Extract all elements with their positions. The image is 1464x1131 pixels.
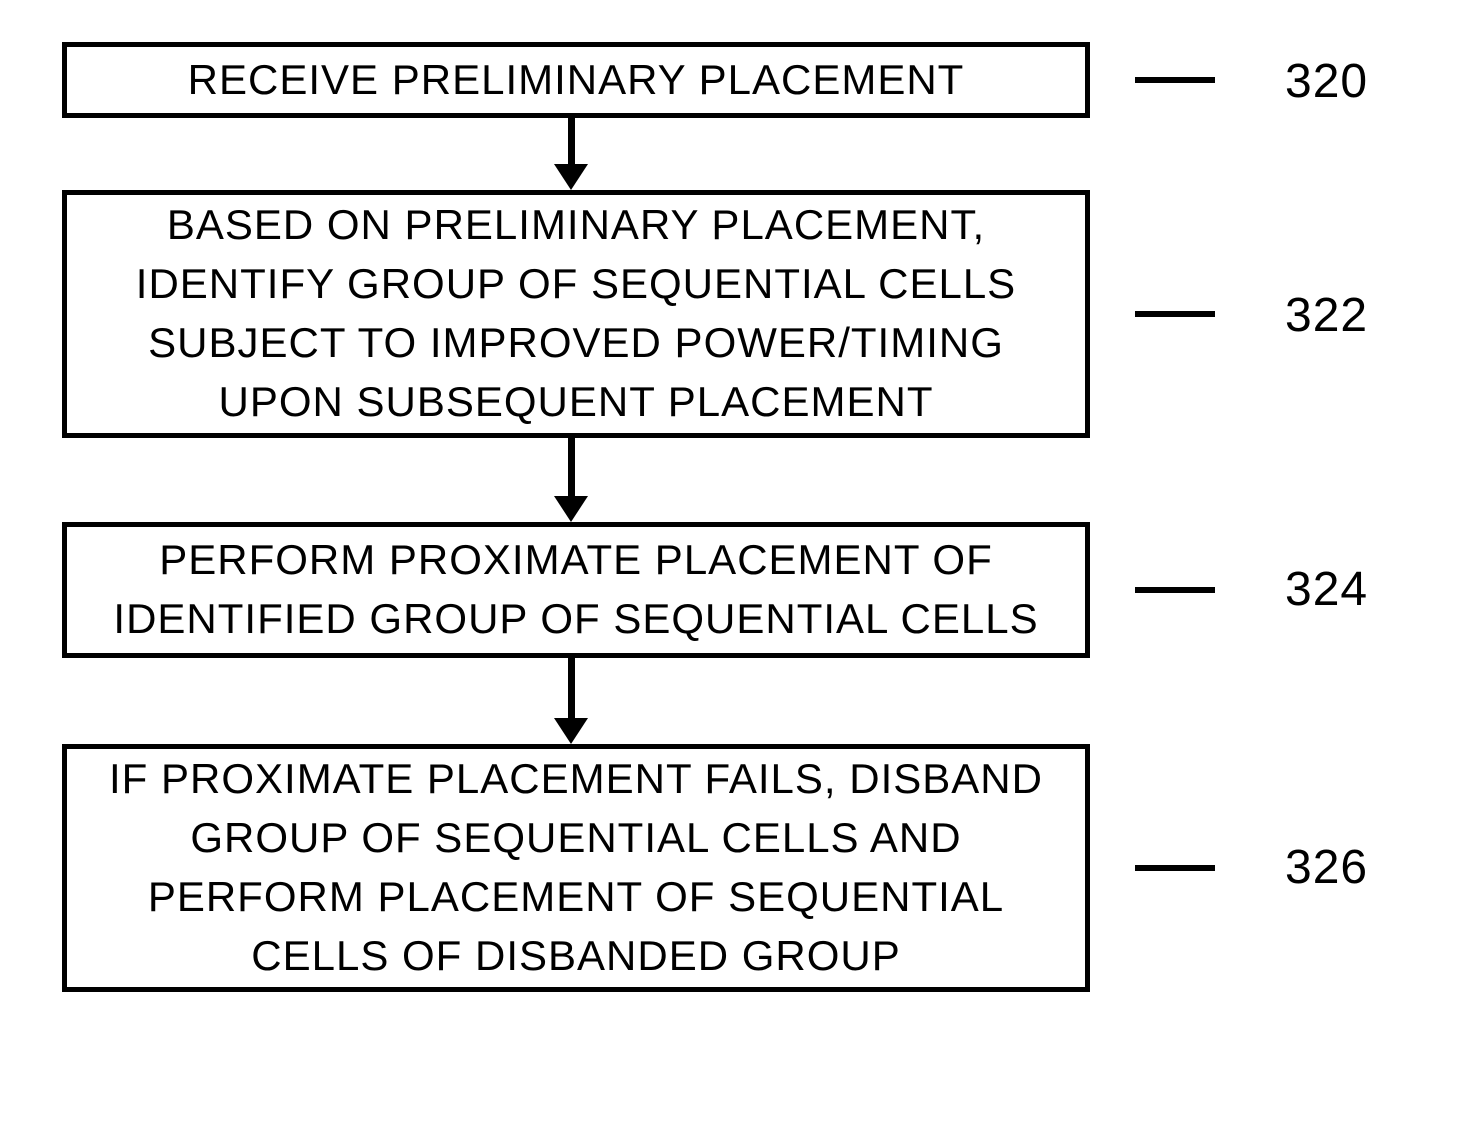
flow-step-text: IF PROXIMATE PLACEMENT FAILS, DISBAND GR…	[87, 750, 1065, 985]
label-tick	[1135, 77, 1215, 83]
flow-step-n326: IF PROXIMATE PLACEMENT FAILS, DISBAND GR…	[62, 744, 1090, 992]
arrow-head-icon	[554, 718, 588, 744]
arrow-head-icon	[554, 496, 588, 522]
arrow-head-icon	[554, 164, 588, 190]
label-tick	[1135, 865, 1215, 871]
arrow-stem	[568, 118, 575, 164]
flow-step-n324: PERFORM PROXIMATE PLACEMENT OF IDENTIFIE…	[62, 522, 1090, 658]
flow-step-label-n324: 324	[1285, 562, 1368, 617]
label-tick	[1135, 587, 1215, 593]
flow-step-text: PERFORM PROXIMATE PLACEMENT OF IDENTIFIE…	[87, 531, 1065, 649]
flowchart-canvas: RECEIVE PRELIMINARY PLACEMENT 320 BASED ON…	[0, 0, 1464, 1131]
flow-step-label-n320: 320	[1285, 54, 1368, 109]
flow-step-n322: BASED ON PRELIMINARY PLACEMENT, IDENTIFY…	[62, 190, 1090, 438]
flow-step-label-n326: 326	[1285, 840, 1368, 895]
label-tick	[1135, 311, 1215, 317]
flow-step-text: BASED ON PRELIMINARY PLACEMENT, IDENTIFY…	[87, 196, 1065, 431]
flow-step-n320: RECEIVE PRELIMINARY PLACEMENT	[62, 42, 1090, 118]
flow-step-label-n322: 322	[1285, 288, 1368, 343]
flow-step-text: RECEIVE PRELIMINARY PLACEMENT	[188, 51, 965, 110]
arrow-stem	[568, 438, 575, 496]
arrow-stem	[568, 658, 575, 718]
